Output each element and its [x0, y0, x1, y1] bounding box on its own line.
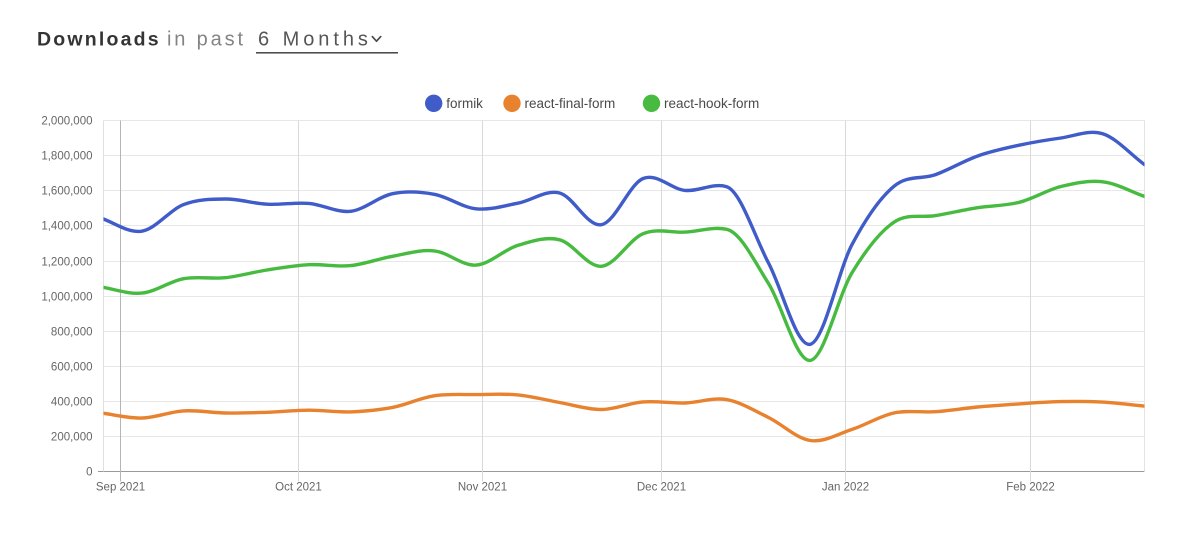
svg-text:Oct 2021: Oct 2021 — [275, 482, 322, 494]
svg-text:Feb 2022: Feb 2022 — [1006, 482, 1055, 494]
svg-text:1,800,000: 1,800,000 — [41, 151, 92, 163]
svg-text:Nov 2021: Nov 2021 — [458, 482, 507, 494]
svg-text:400,000: 400,000 — [51, 397, 93, 409]
svg-text:Jan 2022: Jan 2022 — [822, 482, 869, 494]
svg-text:800,000: 800,000 — [51, 327, 93, 339]
svg-text:200,000: 200,000 — [51, 432, 93, 444]
svg-text:1,600,000: 1,600,000 — [41, 186, 92, 198]
svg-text:formik: formik — [446, 96, 483, 111]
svg-text:2,000,000: 2,000,000 — [41, 116, 92, 128]
svg-text:6 Months: 6 Months — [258, 29, 372, 51]
svg-text:1,400,000: 1,400,000 — [41, 221, 92, 233]
svg-text:react-hook-form: react-hook-form — [664, 96, 759, 111]
svg-text:0: 0 — [86, 467, 92, 479]
svg-text:react-final-form: react-final-form — [525, 96, 616, 111]
svg-text:Downloads: Downloads — [37, 29, 161, 51]
svg-text:in past: in past — [167, 29, 246, 51]
svg-text:Dec 2021: Dec 2021 — [637, 482, 686, 494]
svg-text:Sep 2021: Sep 2021 — [96, 482, 145, 494]
svg-text:600,000: 600,000 — [51, 362, 93, 374]
svg-text:1,200,000: 1,200,000 — [41, 257, 92, 269]
svg-text:1,000,000: 1,000,000 — [41, 292, 92, 304]
